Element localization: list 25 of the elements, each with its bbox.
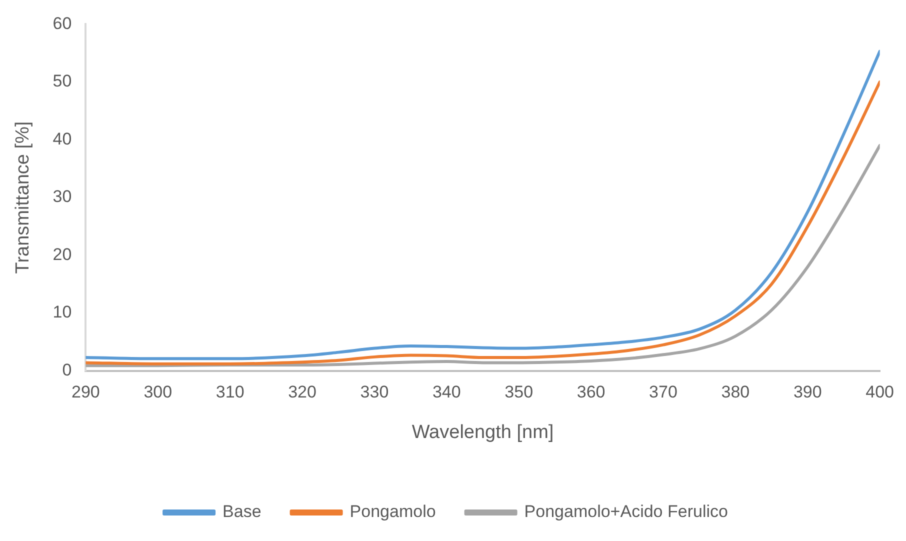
- legend-label: Pongamolo+Acido Ferulico: [524, 502, 728, 522]
- y-tick-label: 60: [52, 14, 72, 33]
- legend-label: Base: [222, 502, 262, 522]
- x-tick-label: 290: [72, 382, 100, 402]
- x-tick-label: 310: [216, 382, 244, 402]
- x-tick-label: 380: [721, 382, 750, 402]
- y-tick-label: 10: [52, 302, 72, 322]
- x-tick-label: 360: [576, 382, 606, 402]
- x-tick-label: 300: [144, 382, 172, 402]
- x-tick-label: 350: [504, 382, 534, 402]
- x-tick-label: 400: [866, 382, 894, 402]
- x-tick-label: 320: [288, 382, 316, 402]
- x-axis-title: Wavelength [nm]: [412, 422, 554, 443]
- y-tick-label: 50: [52, 72, 72, 91]
- y-tick-label: 30: [52, 187, 72, 206]
- y-tick-label: 0: [62, 360, 72, 380]
- x-tick-label: 390: [793, 382, 822, 402]
- legend-label: Pongamolo: [350, 502, 436, 522]
- line-series: [86, 144, 880, 368]
- y-axis-title: Transmittance [%]: [12, 121, 34, 274]
- x-tick-label: 330: [360, 382, 389, 402]
- x-tick-label: 340: [432, 382, 461, 402]
- y-tick-label: 40: [52, 129, 72, 148]
- x-tick-label: 370: [649, 382, 678, 402]
- y-tick-label: 20: [52, 244, 72, 264]
